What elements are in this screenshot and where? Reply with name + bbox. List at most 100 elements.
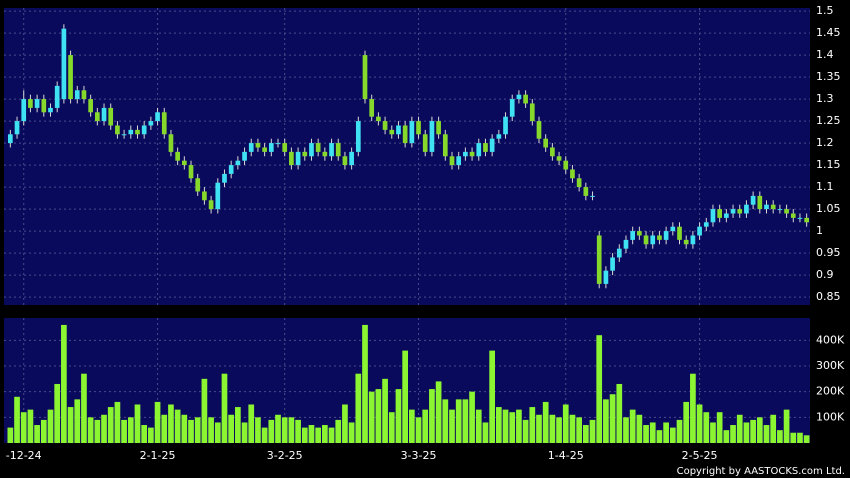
candle-body (315, 143, 321, 152)
volume-bar (27, 409, 34, 443)
candle-body (449, 156, 455, 166)
volume-bar (703, 412, 710, 443)
candle-body (342, 156, 348, 166)
candle-body (717, 209, 723, 218)
volume-bar (127, 417, 134, 443)
volume-bar (683, 401, 690, 443)
candle-body (770, 204, 776, 210)
y-tick-label: 1 (816, 224, 823, 237)
volume-bar (255, 417, 261, 443)
volume-bar (482, 422, 489, 443)
candle-body (202, 191, 207, 201)
candle-body (469, 151, 475, 157)
candle-body (516, 94, 522, 100)
volume-bar (763, 425, 770, 443)
candle-body (108, 107, 114, 126)
volume-bar (54, 383, 61, 443)
volume-bar (261, 427, 268, 443)
y-tick-label: 0.85 (816, 290, 841, 303)
candle-body (255, 143, 261, 148)
volume-bar (743, 422, 750, 443)
volume-bar (777, 430, 783, 443)
candle-body (710, 209, 716, 223)
volume-bar (455, 399, 462, 443)
volume-bar (375, 389, 382, 443)
candle-body (382, 121, 388, 130)
volume-bar (516, 409, 522, 443)
volume-bar (7, 427, 14, 443)
volume-bar (74, 399, 81, 443)
candle-body (630, 231, 636, 240)
volume-bar (696, 404, 703, 443)
volume-bar (596, 335, 603, 443)
candle-body (262, 147, 267, 152)
volume-bar (636, 414, 643, 443)
x-tick-label: 1-4-25 (548, 449, 584, 462)
x-tick-label: 3-2-25 (267, 449, 303, 462)
volume-bar (275, 414, 281, 443)
volume-bar (783, 409, 790, 443)
candle-body (590, 195, 595, 197)
candle-body (195, 178, 201, 192)
y-tick-label: 1.45 (816, 26, 841, 39)
volume-bar (268, 419, 275, 443)
volume-tick-label: 400K (816, 333, 845, 346)
volume-bar (288, 417, 295, 443)
candle-body (583, 187, 589, 196)
volume-bar (148, 427, 154, 443)
volume-bar (168, 404, 174, 443)
volume-bar (529, 407, 536, 443)
candle-body (248, 143, 254, 152)
volume-bar (475, 409, 482, 443)
volume-bar (40, 419, 47, 443)
candle-body (161, 112, 167, 135)
y-tick-label: 1.15 (816, 158, 841, 171)
candle-body (362, 55, 368, 100)
y-tick-label: 1.1 (816, 180, 834, 193)
candle-body (757, 195, 763, 210)
candle-body (784, 209, 789, 214)
volume-bar (181, 414, 188, 443)
volume-bar (208, 417, 214, 443)
volume-bar (201, 378, 208, 443)
candle-body (268, 143, 274, 152)
candle-body (74, 90, 80, 100)
volume-bar (469, 391, 475, 443)
volume-bar (368, 391, 375, 443)
volume-bar (188, 419, 194, 443)
volume-bar (442, 399, 449, 443)
candle-body (402, 125, 408, 144)
candle-body (94, 112, 100, 122)
volume-bar (228, 414, 235, 443)
x-tick-label: -12-24 (6, 449, 42, 462)
candle-body (355, 121, 361, 152)
volume-bar (194, 417, 201, 443)
candle-body (496, 134, 502, 139)
candle-body (181, 160, 187, 166)
volume-bar (402, 350, 408, 443)
volume-bar (221, 373, 228, 443)
candle-body (41, 99, 47, 113)
volume-bar (495, 407, 502, 443)
volume-bar (141, 425, 148, 443)
candle-body (68, 55, 73, 100)
volume-bar (690, 373, 696, 443)
volume-bar (295, 419, 301, 443)
volume-bar (61, 324, 67, 443)
candle-body (175, 151, 180, 161)
volume-bar (328, 427, 335, 443)
candle-body (409, 121, 415, 144)
volume-bar (797, 432, 803, 443)
candle-body (135, 129, 140, 135)
candle-body (764, 204, 769, 210)
volume-bar (248, 404, 255, 443)
candle-body (282, 143, 288, 152)
candle-body (141, 125, 147, 135)
volume-bar (435, 381, 442, 443)
candle-body (730, 209, 736, 214)
x-tick-label: 2-5-25 (682, 449, 718, 462)
volume-bar (509, 412, 516, 443)
volume-bar (756, 417, 763, 443)
volume-bar (710, 422, 716, 443)
